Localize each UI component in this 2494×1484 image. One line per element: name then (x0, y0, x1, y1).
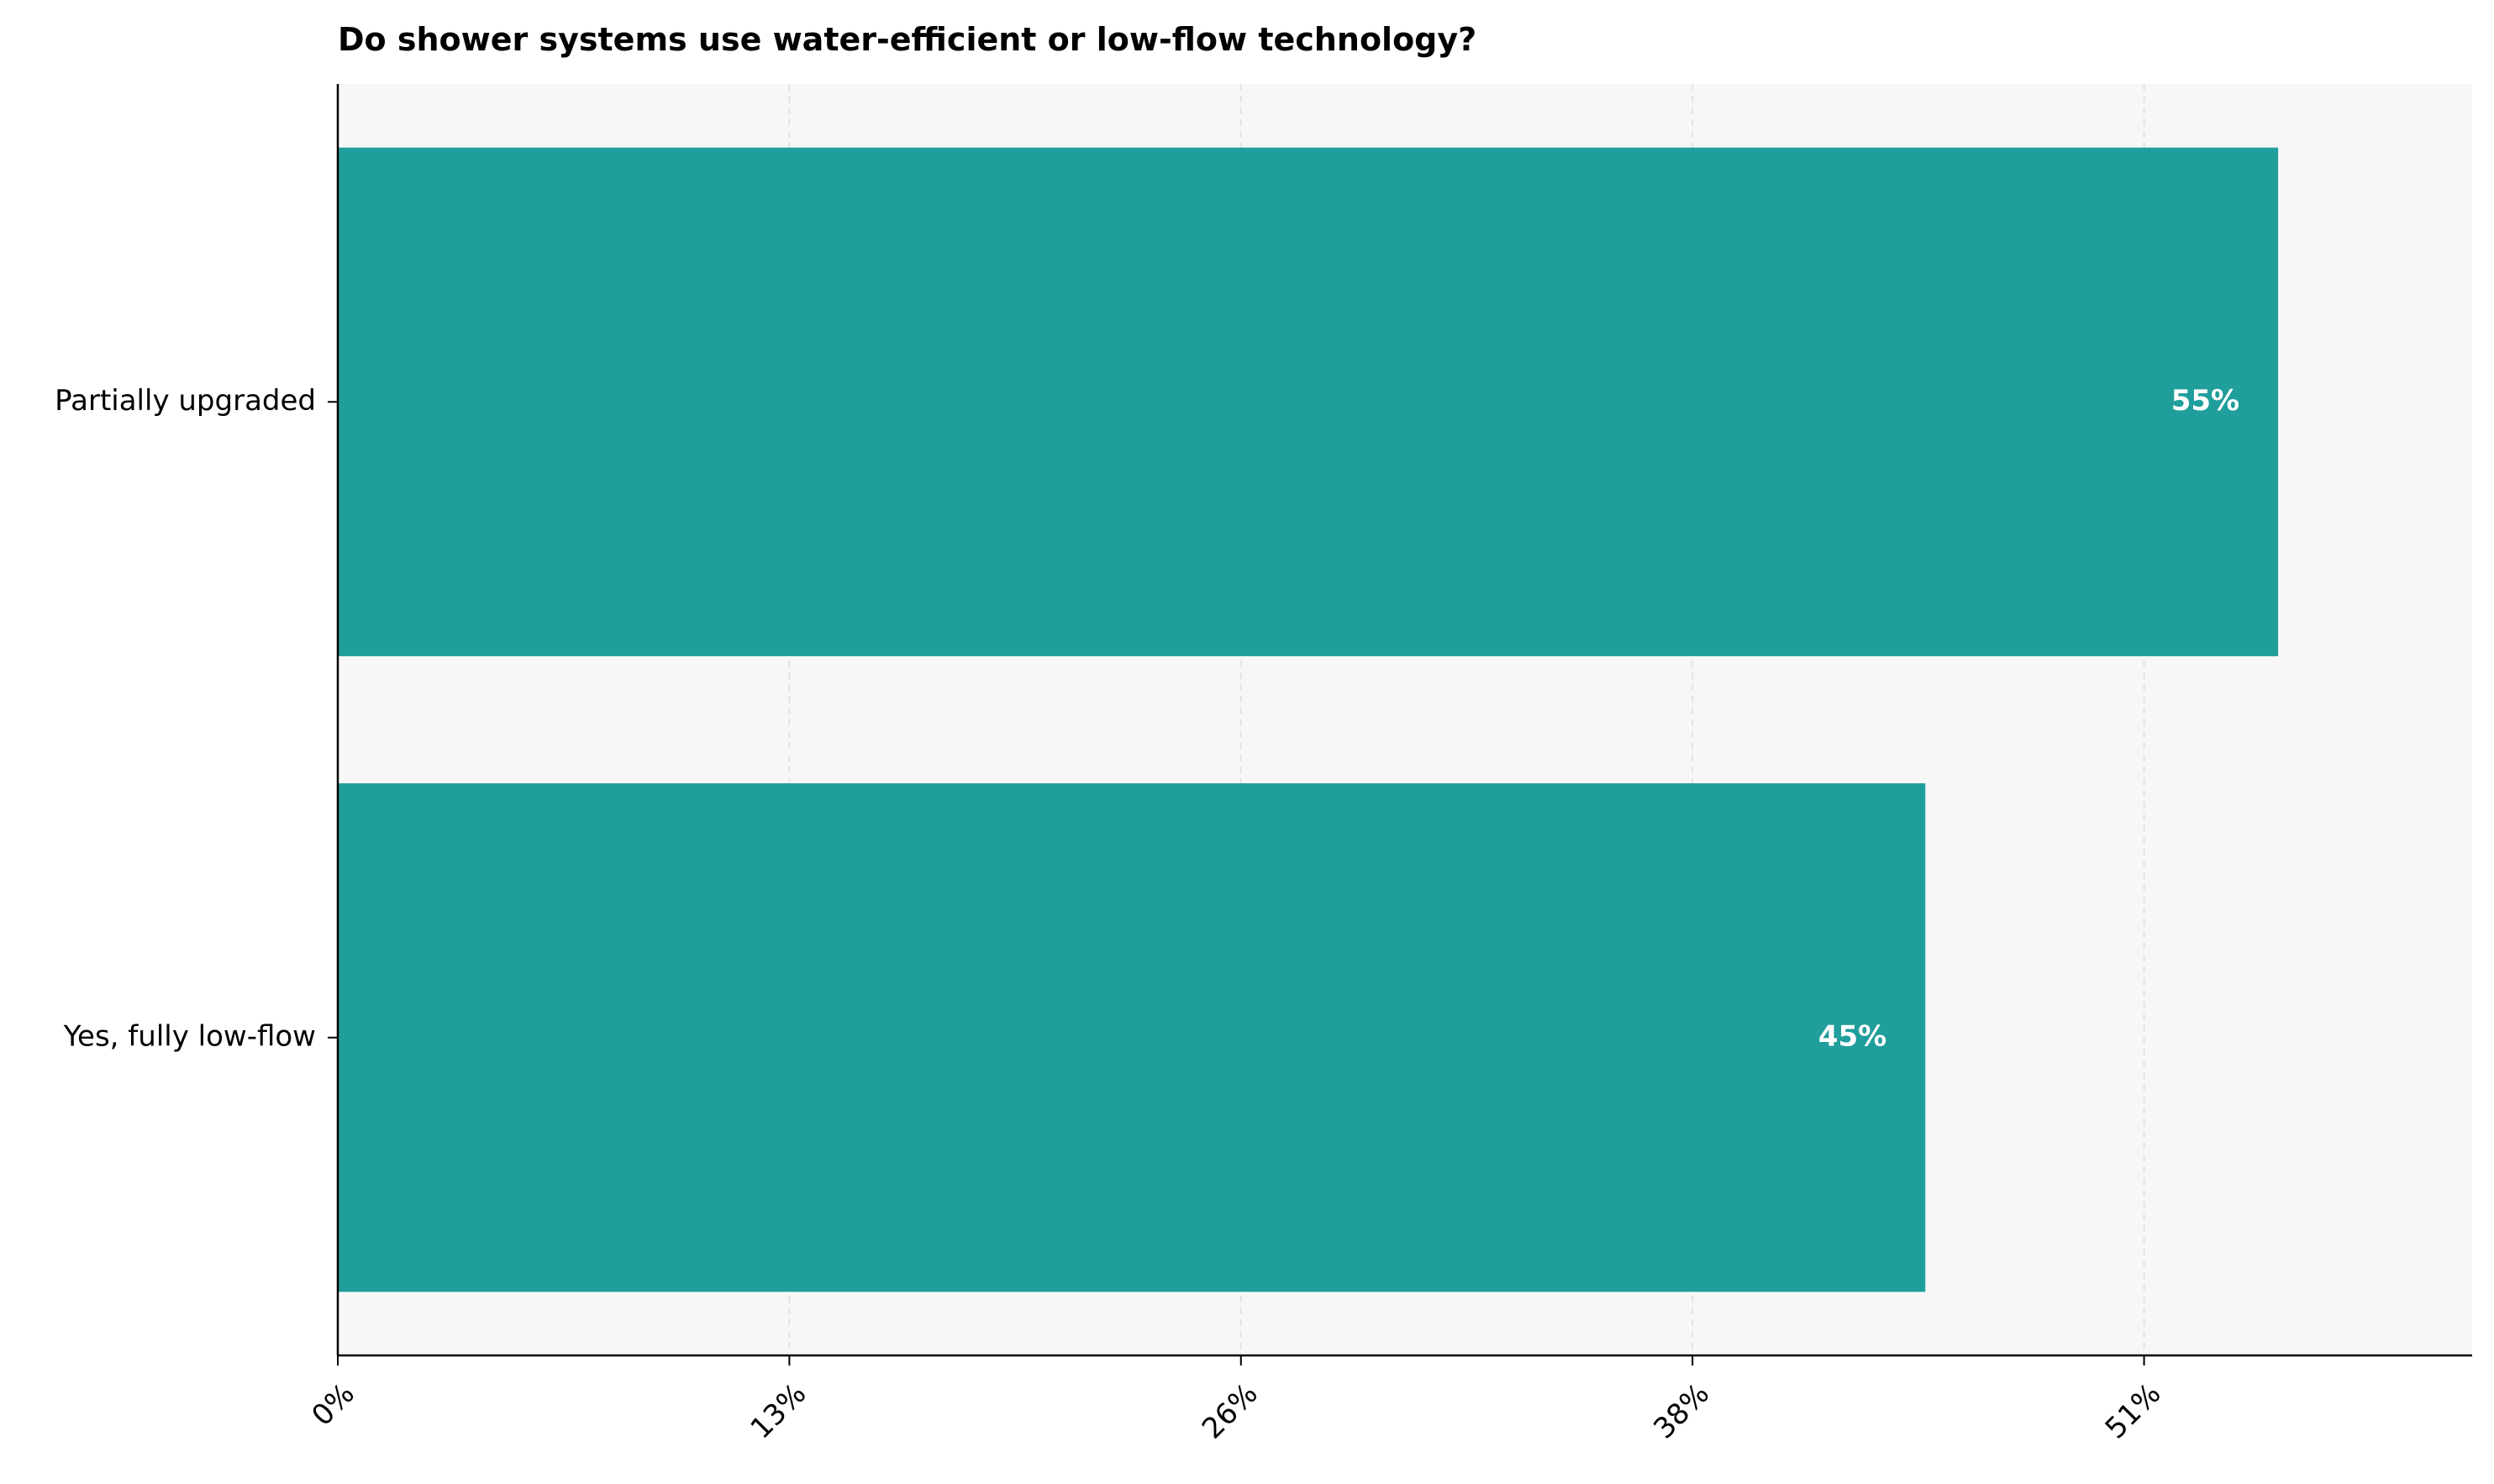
bars (338, 147, 2279, 1292)
x-tick-label: 51% (2099, 1377, 2168, 1446)
x-axis-ticks: 0% 13% 26% 38% 51% (305, 1355, 2167, 1445)
y-tick-label: Partially upgraded (55, 384, 316, 418)
bar (338, 783, 1926, 1292)
bar (338, 147, 2279, 656)
chart-title: Do shower systems use water-efficient or… (338, 21, 1476, 58)
x-tick-label: 26% (1196, 1377, 1265, 1446)
bar-value-label: 45% (1818, 1019, 1886, 1053)
x-tick-label: 0% (305, 1377, 360, 1433)
bar-value-labels: 55% 45% (1818, 384, 2239, 1054)
axes (336, 84, 2472, 1357)
y-axis-ticks: Partially upgraded Yes, fully low-flow (55, 384, 338, 1053)
x-tick-label: 13% (745, 1377, 813, 1446)
x-tick-label: 38% (1647, 1377, 1716, 1446)
y-tick-label: Yes, fully low-flow (63, 1019, 316, 1053)
bar-value-label: 55% (2171, 384, 2239, 418)
